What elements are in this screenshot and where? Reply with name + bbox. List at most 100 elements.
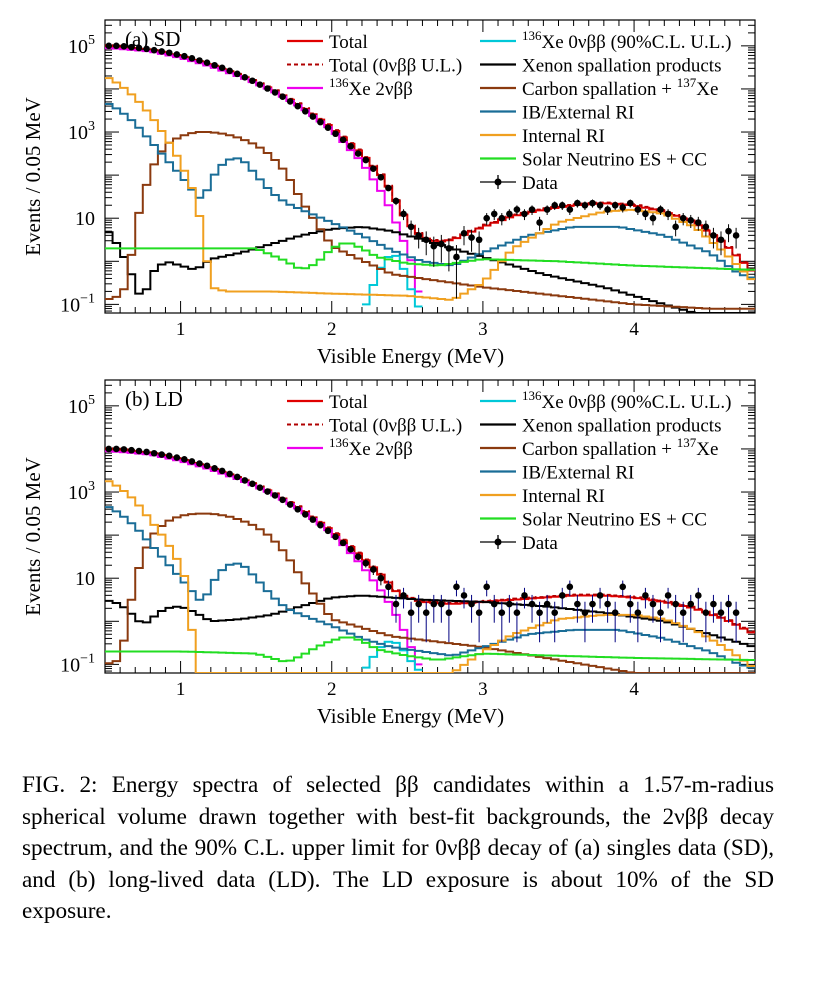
legend-swatch-data-dot — [494, 178, 502, 186]
data-point — [490, 210, 498, 218]
data-point — [173, 51, 181, 58]
data-point — [385, 583, 392, 591]
data-point — [445, 245, 453, 252]
data-point — [460, 592, 468, 599]
data-point — [710, 232, 717, 239]
data-point — [506, 210, 513, 218]
data-point — [120, 42, 128, 50]
legend-label-total: Total — [329, 392, 368, 413]
data-point — [347, 546, 354, 553]
legend-text: Total (0νββ U.L.) — [329, 56, 462, 77]
data-point — [226, 470, 234, 478]
data-point — [256, 81, 264, 88]
legend-text: Xenon spallation products — [522, 416, 721, 437]
series-carbon_spall — [105, 512, 755, 673]
data-point — [392, 197, 400, 205]
legend-text: Total (0νββ U.L.) — [329, 416, 462, 437]
data-point — [642, 592, 649, 599]
data-point — [203, 462, 211, 470]
legend-sup: 136 — [522, 28, 542, 43]
y-tick-base: 10 — [68, 396, 88, 418]
data-point — [422, 609, 430, 616]
data-point — [649, 214, 657, 222]
data-point — [407, 223, 415, 231]
data-point — [521, 592, 528, 599]
data-point — [468, 600, 475, 608]
data-point — [279, 93, 286, 100]
legend-sup: 136 — [329, 435, 349, 450]
y-tick-label: 10 — [75, 208, 95, 230]
data-point — [574, 600, 581, 608]
panel-label: (a) SD — [125, 27, 180, 51]
data-point — [558, 201, 566, 209]
legend-text: Solar Neutrino ES + CC — [522, 150, 707, 171]
data-point — [105, 445, 113, 453]
series-carbon_spall — [105, 131, 755, 310]
y-tick-label: 105 — [68, 393, 95, 418]
data-point — [256, 484, 264, 492]
legend-label-xenon_spall: Xenon spallation products — [522, 56, 721, 77]
data-point — [135, 44, 143, 52]
x-tick-label: 2 — [327, 679, 337, 700]
data-point — [528, 600, 536, 608]
data-point — [702, 223, 710, 231]
legend-label-solar: Solar Neutrino ES + CC — [522, 150, 707, 171]
y-tick-label: 105 — [68, 33, 95, 58]
data-point — [732, 609, 740, 616]
data-point — [233, 70, 241, 78]
y-tick-base: 10 — [68, 482, 88, 504]
series-total — [105, 448, 755, 634]
x-tick-label: 4 — [629, 319, 639, 340]
data-point — [657, 609, 664, 616]
data-point — [634, 609, 642, 616]
data-point — [695, 592, 702, 599]
series-xenon_spall — [105, 594, 755, 648]
data-point — [498, 609, 506, 616]
x-axis-label: Visible Energy (MeV) — [317, 704, 504, 728]
data-point — [513, 609, 521, 616]
data-point — [528, 206, 536, 213]
data-point — [430, 242, 438, 250]
legend-text: Internal RI — [522, 126, 605, 147]
series-group — [105, 42, 755, 313]
data-point — [211, 61, 218, 69]
data-point — [113, 445, 120, 453]
data-point — [611, 609, 619, 616]
series-total-ul — [105, 447, 755, 633]
data-point — [596, 592, 604, 599]
series-xe0nu — [361, 254, 423, 308]
data-point — [309, 516, 317, 523]
data-point — [362, 559, 370, 567]
legend-sup2: 137 — [677, 75, 697, 90]
data-point — [664, 592, 672, 599]
data-point — [324, 527, 332, 535]
data-point — [551, 609, 559, 616]
y-tick-exp: 5 — [88, 393, 95, 408]
data-point — [596, 201, 604, 209]
series-xe2nu — [105, 450, 423, 666]
data-point — [483, 214, 490, 222]
legend-text: IB/External RI — [522, 463, 634, 484]
data-point — [536, 609, 543, 616]
data-point — [392, 600, 400, 608]
data-point — [354, 150, 362, 157]
data-point — [158, 451, 165, 458]
y-tick-exp: 3 — [88, 119, 95, 134]
data-point — [483, 583, 490, 591]
data-point — [619, 583, 627, 591]
data-point — [354, 553, 362, 560]
legend-text: Data — [522, 173, 558, 194]
legend-label-total_ul: Total (0νββ U.L.) — [329, 56, 462, 77]
plot-frame — [104, 19, 756, 314]
legend-label-data: Data — [522, 533, 558, 554]
legend-text: Internal RI — [522, 486, 605, 507]
data-point — [664, 210, 672, 218]
legend-text: Total — [329, 32, 368, 53]
data-point — [642, 210, 649, 218]
data-point — [294, 505, 302, 513]
data-point — [249, 480, 256, 488]
data-point — [566, 206, 574, 213]
data-point — [128, 43, 135, 51]
y-tick-base: 10 — [60, 654, 80, 676]
data-point — [513, 206, 521, 213]
